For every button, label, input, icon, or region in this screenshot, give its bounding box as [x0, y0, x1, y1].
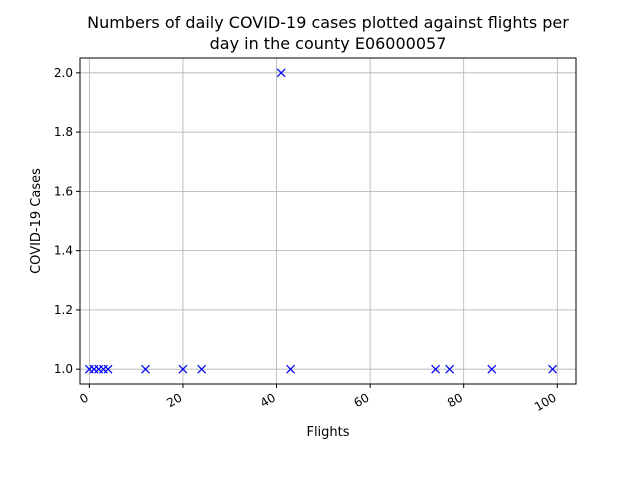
data-point — [197, 364, 207, 374]
data-point — [445, 364, 455, 374]
data-point — [276, 68, 286, 78]
y-axis-label: COVID-19 Cases — [29, 168, 44, 274]
data-point — [487, 364, 497, 374]
data-point — [548, 364, 558, 374]
x-tick-label: 60 — [351, 390, 371, 410]
data-point — [103, 364, 113, 374]
chart-title-line-2: day in the county E06000057 — [210, 34, 447, 53]
y-tick-label: 1.4 — [54, 244, 73, 258]
data-point — [286, 364, 295, 374]
x-tick-label: 40 — [258, 390, 278, 410]
plot-frame — [79, 57, 577, 385]
y-tick-label: 1.8 — [54, 125, 73, 139]
y-tick-label: 1.6 — [54, 184, 73, 198]
axes: 0 20 40 60 80 100 1.0 1.2 1.4 1.6 1.8 2.0 — [54, 57, 577, 414]
grid — [80, 58, 576, 384]
x-tick-label: 0 — [77, 390, 91, 406]
y-tick-label: 2.0 — [54, 66, 73, 80]
y-tick-label: 1.0 — [54, 362, 73, 376]
y-tick-label: 1.2 — [54, 303, 73, 317]
data-point — [178, 364, 188, 374]
chart-title-line-1: Numbers of daily COVID-19 cases plotted … — [87, 13, 569, 32]
x-tick-label: 20 — [164, 390, 184, 410]
data-point — [431, 364, 441, 374]
x-axis-label: Flights — [306, 425, 349, 440]
data-points — [84, 68, 558, 374]
x-tick-label: 80 — [445, 390, 465, 410]
x-tick-label: 100 — [532, 390, 559, 414]
data-point — [141, 364, 150, 374]
